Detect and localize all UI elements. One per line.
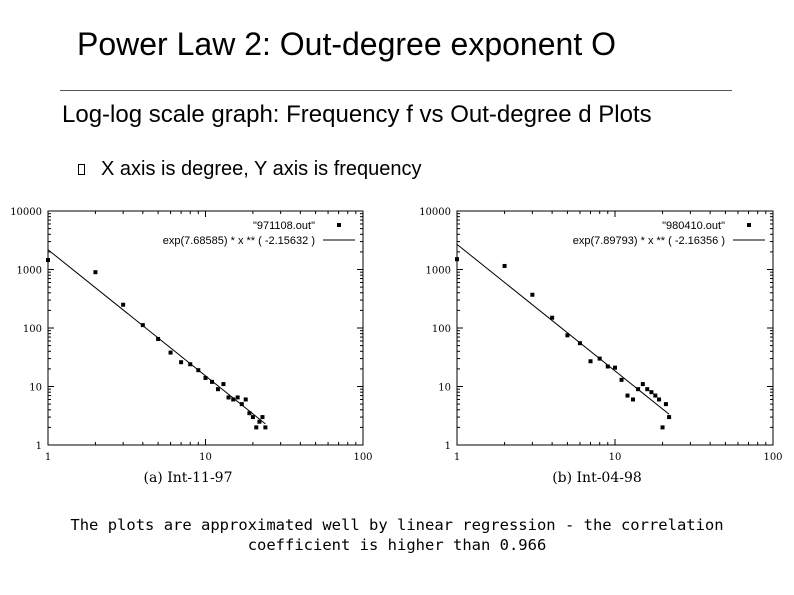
chart-b-data-point — [530, 292, 535, 297]
caption: The plots are approximated well by linea… — [70, 516, 724, 554]
chart-b-svg: 1 10 100 10000 1000 100 10 1 "980410.out" exp(7.8… — [419, 207, 782, 486]
chart-b-data-point — [657, 397, 662, 402]
chart-a-data-point — [179, 360, 184, 365]
chart-a-data-point — [215, 387, 220, 392]
chart-b-y-tick-label: 10000 — [419, 207, 451, 218]
chart-b-y-tick-label: 1 — [445, 441, 451, 452]
chart-b-x-tick-label: 10 — [609, 452, 622, 463]
chart-a-data-point — [156, 336, 161, 341]
chart-b-data-point — [660, 425, 665, 430]
chart-a-x-tick-label: 10 — [199, 452, 212, 463]
chart-a-data-point — [210, 379, 215, 384]
chart-b-regression-line — [456, 243, 670, 415]
chart-a-data-point — [257, 419, 262, 424]
chart-a-data-point — [239, 402, 244, 407]
chart-b-x-tick-label: 1 — [454, 452, 460, 463]
chart-b-data-point — [619, 377, 624, 382]
chart-a-data-point — [231, 397, 236, 402]
chart-b-data-point — [550, 315, 555, 320]
chart-a-data-point — [235, 395, 240, 400]
chart-a-data-point — [121, 302, 126, 307]
main-bullet: Log-log scale graph: Frequency f vs Out-… — [62, 101, 652, 128]
chart-b-x-tick-label: 100 — [763, 452, 782, 463]
chart-a-legend-fit-label: exp(7.68585) * x ** ( -2.15632 ) — [163, 235, 315, 247]
chart-a-data-point — [254, 425, 259, 430]
sub-bullet-text: X axis is degree, Y axis is frequency — [101, 158, 422, 180]
title-divider — [60, 90, 732, 91]
chart-b-y-tick-label: 10 — [438, 383, 451, 394]
chart-b-subtitle: (b) Int-04-98 — [552, 470, 642, 486]
chart-b-data-point — [588, 359, 593, 364]
sub-bullet: X axis is degree, Y axis is frequency — [78, 158, 422, 181]
chart-a-y-tick-label: 10 — [29, 383, 42, 394]
chart-b: 1 10 100 10000 1000 100 10 1 "980410.out" exp(7.8… — [404, 196, 794, 496]
chart-a-legend-data-label: "971108.out" — [253, 220, 315, 232]
chart-a-data-point — [203, 375, 208, 380]
chart-b-data-point — [502, 263, 507, 268]
chart-a-y-tick-label: 1000 — [17, 266, 42, 277]
slide-title: Power Law 2: Out-degree exponent O — [77, 26, 616, 62]
chart-b-data-point — [645, 387, 650, 392]
chart-b-legend-data-label: "980410.out" — [662, 220, 725, 232]
chart-a-data-point — [221, 382, 226, 387]
chart-a-data-point — [46, 258, 50, 263]
chart-a-legend-point-marker — [337, 223, 341, 227]
chart-b-data-point — [565, 333, 570, 338]
chart-a-y-tick-label: 1 — [36, 441, 42, 452]
chart-b-data-point — [631, 397, 636, 402]
chart-a: 1 10 100 10000 1000 100 10 1 "971108.out" exp(7.6… — [0, 196, 380, 496]
chart-b-data-point — [649, 390, 654, 395]
chart-b-legend-point-marker — [747, 223, 751, 227]
chart-a-data-point — [250, 415, 255, 420]
chart-b-y-tick-label: 1000 — [426, 266, 451, 277]
chart-b-data-point — [640, 382, 645, 387]
chart-a-y-tick-label: 10000 — [10, 207, 42, 218]
bullet-square-icon — [78, 164, 85, 176]
chart-a-x-tick-label: 100 — [353, 452, 372, 463]
chart-b-data-point — [605, 364, 610, 369]
chart-a-subtitle: (a) Int-11-97 — [144, 470, 233, 486]
chart-a-svg: 1 10 100 10000 1000 100 10 1 "971108.out" exp(7.6… — [10, 207, 372, 486]
chart-a-x-tick-label: 1 — [45, 452, 51, 463]
chart-b-data-point — [663, 402, 668, 407]
chart-b-data-point — [653, 393, 658, 398]
chart-b-y-tick-label: 100 — [432, 324, 451, 335]
chart-b-data-point — [667, 415, 672, 420]
chart-a-data-point — [260, 415, 265, 420]
chart-a-data-point — [226, 395, 231, 400]
chart-a-y-tick-label: 100 — [23, 324, 42, 335]
chart-a-data-point — [93, 270, 98, 275]
chart-b-data-point — [455, 257, 459, 262]
chart-b-legend-fit-label: exp(7.89793) * x ** ( -2.16356 ) — [573, 235, 725, 247]
chart-a-data-point — [263, 425, 268, 430]
chart-a-regression-line — [47, 249, 266, 425]
chart-a-data-point — [243, 397, 248, 402]
chart-a-data-point — [247, 411, 252, 416]
chart-b-data-point — [625, 393, 630, 398]
chart-a-data-point — [168, 350, 173, 355]
chart-b-data-point — [613, 365, 617, 370]
